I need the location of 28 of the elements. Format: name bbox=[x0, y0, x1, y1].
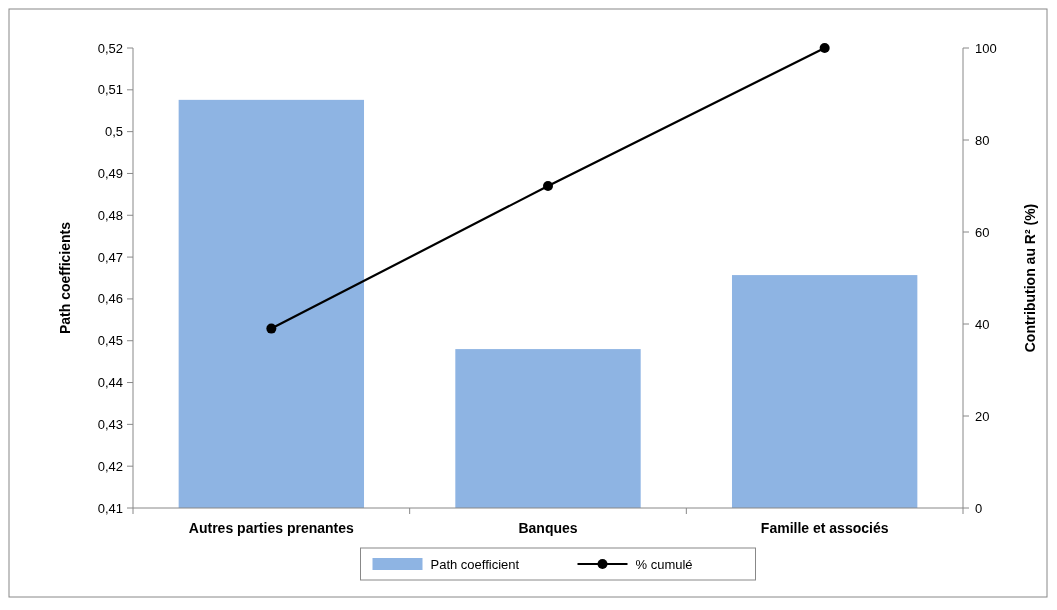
y-tick-label: 0,5 bbox=[104, 124, 123, 140]
y-tick-label: 0,46 bbox=[97, 291, 123, 307]
y-tick-label: 0,42 bbox=[97, 458, 123, 474]
point bbox=[266, 323, 277, 334]
y-tick-label: 0,48 bbox=[97, 207, 123, 223]
y-tick-label: 0,51 bbox=[97, 82, 123, 98]
point bbox=[819, 43, 830, 53]
y-tick-label: 0,52 bbox=[97, 40, 123, 56]
y-axis-title: Path coefficients bbox=[57, 221, 73, 335]
y-tick-label: 0,45 bbox=[97, 333, 123, 349]
x-tick-label: Autres parties prenantes bbox=[188, 520, 355, 536]
y-tick-label: 0,43 bbox=[97, 416, 123, 432]
y2-tick-label: 60 bbox=[975, 224, 990, 240]
y2-tick-label: 100 bbox=[975, 40, 997, 56]
x-tick-label: Famille et associés bbox=[760, 520, 889, 536]
legend-label: Path coefficient bbox=[430, 556, 520, 572]
y-tick-label: 0,41 bbox=[97, 500, 123, 516]
point bbox=[543, 181, 553, 191]
y2-tick-label: 40 bbox=[975, 316, 990, 332]
y-tick-label: 0,49 bbox=[97, 166, 123, 181]
y2-axis-title: Contribution au R² (%) bbox=[1022, 203, 1038, 353]
y2-tick-label: 80 bbox=[975, 132, 990, 148]
legend-label: % cumulé bbox=[635, 556, 693, 572]
y2-tick-label: 0 bbox=[975, 500, 983, 516]
y2-tick-label: 20 bbox=[975, 408, 990, 424]
y-tick-label: 0,47 bbox=[97, 249, 123, 265]
y-tick-label: 0,44 bbox=[97, 375, 123, 391]
x-tick-label: Banques bbox=[518, 520, 578, 536]
